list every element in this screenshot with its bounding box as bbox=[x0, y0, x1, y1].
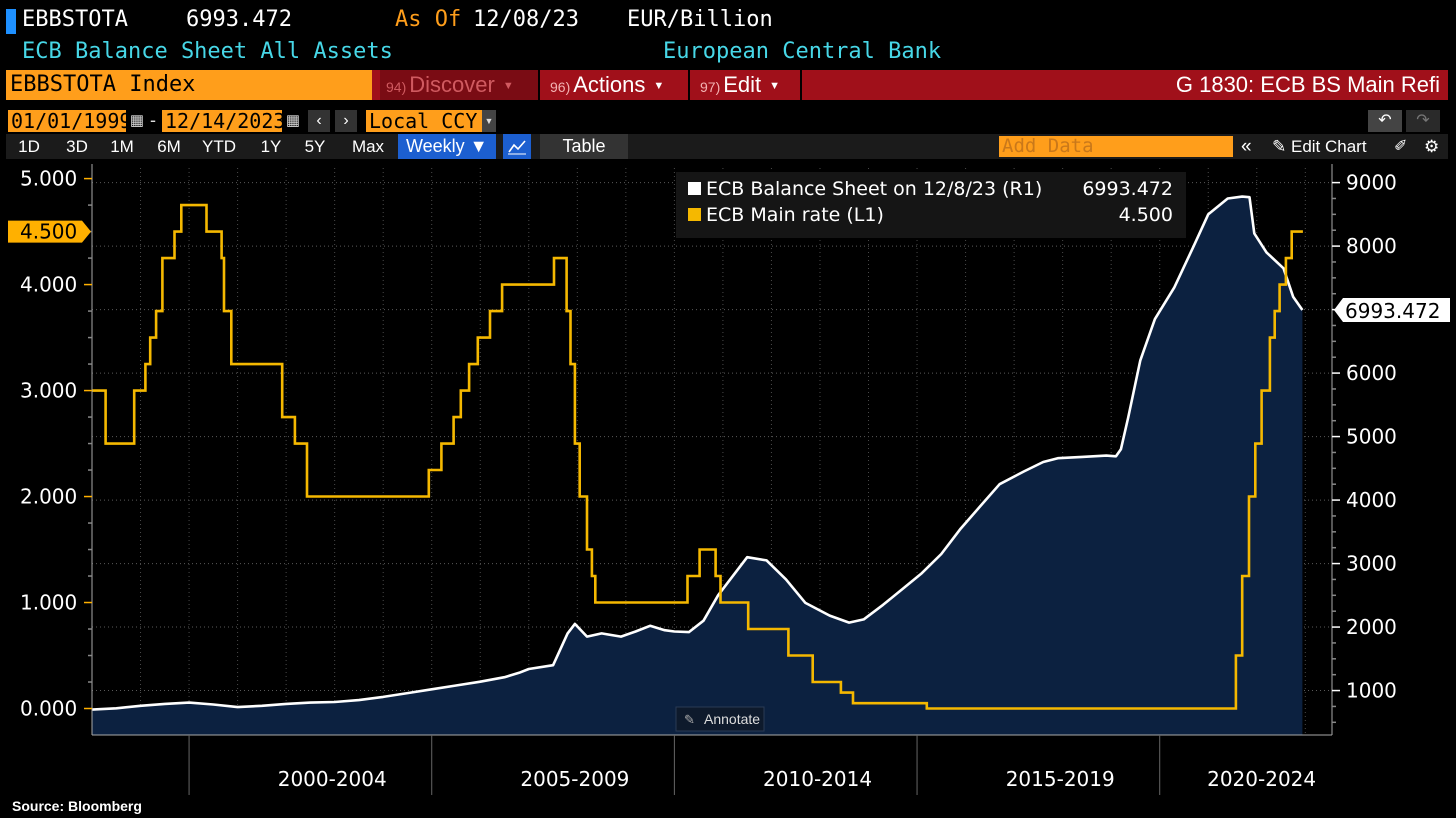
chevron-left-icon[interactable]: ‹ bbox=[308, 110, 330, 132]
range-button-max[interactable]: Max bbox=[351, 137, 385, 156]
right-tick-label: 8000 bbox=[1346, 234, 1397, 258]
actions-label: Actions bbox=[573, 72, 646, 97]
rate-current-value: 4.500 bbox=[20, 220, 77, 244]
balance-sheet-line bbox=[91, 195, 1304, 711]
right-tick-label: 6000 bbox=[1346, 361, 1397, 385]
range-button-1m[interactable]: 1M bbox=[110, 137, 134, 156]
period-label: 2005-2009 bbox=[520, 767, 629, 791]
line-chart-icon[interactable] bbox=[503, 134, 531, 159]
source-note: Source: Bloomberg bbox=[12, 798, 142, 814]
edit-chart-button[interactable]: ✎ Edit Chart bbox=[1272, 134, 1367, 159]
main-rate-line bbox=[92, 203, 1303, 710]
security-description: ECB Balance Sheet All Assets bbox=[22, 39, 393, 64]
frequency-label: Weekly bbox=[406, 136, 465, 156]
index-input[interactable]: EBBSTOTA Index bbox=[6, 70, 372, 100]
range-button-1d[interactable]: 1D bbox=[18, 137, 40, 156]
right-tick-label: 3000 bbox=[1346, 552, 1397, 576]
balance-current-value: 6993.472 bbox=[1345, 299, 1440, 323]
right-tick-label: 9000 bbox=[1346, 171, 1397, 195]
edit-chart-label: Edit Chart bbox=[1290, 137, 1367, 156]
edit-button[interactable]: 97) Edit ▼ bbox=[692, 70, 802, 100]
last-value: 6993.472 bbox=[186, 7, 292, 32]
as-of-label: As Of bbox=[395, 7, 462, 32]
add-data-input[interactable]: Add Data bbox=[999, 136, 1233, 157]
balance-sheet-area bbox=[92, 196, 1303, 736]
frequency-select[interactable]: Weekly ▼ bbox=[398, 134, 496, 159]
chevron-right-icon[interactable]: › bbox=[335, 110, 357, 132]
annotate-button[interactable] bbox=[675, 706, 765, 732]
period-label: 2015-2019 bbox=[1006, 767, 1115, 791]
ticker-symbol: EBBSTOTA bbox=[22, 7, 128, 32]
left-tick-label: 2.000 bbox=[20, 485, 77, 509]
chart-area: 0.000 1.000 2.000 3.000 4.000 5.000 1000 2000 30… bbox=[8, 164, 1450, 795]
chart-name[interactable]: G 1830: ECB BS Main Refi bbox=[1175, 72, 1440, 97]
discover-label: Discover bbox=[409, 72, 495, 97]
calendar-icon[interactable]: ▦ bbox=[285, 112, 301, 129]
redo-icon[interactable]: ↷ bbox=[1406, 110, 1440, 132]
collapse-icon[interactable]: « bbox=[1241, 136, 1252, 157]
triangle-down-icon: ▼ bbox=[469, 136, 488, 156]
legend-box bbox=[676, 172, 1186, 238]
range-button-ytd[interactable]: YTD bbox=[202, 137, 236, 156]
discover-button[interactable]: 94) Discover ▼ bbox=[380, 70, 540, 100]
right-tick-label: 5000 bbox=[1346, 425, 1397, 449]
edit-number: 97) bbox=[700, 79, 721, 95]
range-button-6m[interactable]: 6M bbox=[157, 137, 181, 156]
actions-number: 96) bbox=[550, 79, 571, 95]
calendar-icon[interactable]: ▦ bbox=[129, 112, 145, 129]
left-tick-label: 4.000 bbox=[20, 273, 77, 297]
legend-entry-name: ECB Main rate (L1) bbox=[706, 204, 884, 226]
gear-icon[interactable]: ⚙ bbox=[1424, 137, 1440, 156]
issuer-name: European Central Bank bbox=[663, 39, 942, 64]
annotate-label: Annotate bbox=[704, 711, 760, 727]
period-label: 2010-2014 bbox=[763, 767, 872, 791]
period-label: 2020-2024 bbox=[1207, 767, 1316, 791]
start-date-field[interactable]: 01/01/1999 bbox=[8, 110, 131, 132]
left-tick-label: 3.000 bbox=[20, 379, 77, 403]
date-separator: - bbox=[150, 110, 156, 130]
caret-down-icon[interactable]: ▼ bbox=[482, 110, 496, 132]
pencil-icon: ✎ bbox=[684, 712, 695, 727]
caret-down-icon: ▼ bbox=[653, 80, 665, 92]
pencil-icon: ✎ bbox=[1272, 137, 1287, 156]
ticker-marker bbox=[6, 9, 16, 34]
left-tick-label: 1.000 bbox=[20, 591, 77, 615]
currency-select[interactable]: Local CCY bbox=[366, 110, 482, 132]
period-label: 2000-2004 bbox=[278, 767, 387, 791]
actions-button[interactable]: 96) Actions ▼ bbox=[542, 70, 690, 100]
discover-number: 94) bbox=[386, 79, 407, 95]
range-button-5y[interactable]: 5Y bbox=[304, 137, 326, 156]
range-button-1y[interactable]: 1Y bbox=[260, 137, 282, 156]
left-tick-label: 0.000 bbox=[20, 697, 77, 721]
right-tick-label: 2000 bbox=[1346, 615, 1397, 639]
right-tick-label: 4000 bbox=[1346, 488, 1397, 512]
legend-entry-value: 4.500 bbox=[1119, 204, 1173, 226]
legend-entry-name: ECB Balance Sheet on 12/8/23 (R1) bbox=[706, 178, 1042, 200]
caret-down-icon: ▼ bbox=[769, 80, 781, 92]
caret-down-icon: ▼ bbox=[502, 80, 514, 92]
range-button-3d[interactable]: 3D bbox=[66, 137, 88, 156]
line-chart-glyph bbox=[508, 140, 526, 155]
undo-icon[interactable]: ↶ bbox=[1368, 110, 1402, 132]
left-tick-label: 5.000 bbox=[20, 167, 77, 191]
end-date-field[interactable]: 12/14/2023 bbox=[162, 110, 285, 132]
right-tick-label: 1000 bbox=[1346, 679, 1397, 703]
edit-label: Edit bbox=[723, 72, 762, 97]
balance-current-tag bbox=[1334, 298, 1450, 323]
units-label: EUR/Billion bbox=[627, 7, 773, 32]
legend-entry-value: 6993.472 bbox=[1082, 178, 1173, 200]
edit-pencil-icon[interactable]: ✐ bbox=[1394, 138, 1408, 155]
rate-current-tag bbox=[8, 220, 91, 243]
table-button[interactable]: Table bbox=[540, 134, 628, 159]
as-of-date: 12/08/23 bbox=[473, 7, 579, 32]
legend-swatch bbox=[688, 182, 701, 195]
legend-swatch bbox=[688, 208, 701, 221]
